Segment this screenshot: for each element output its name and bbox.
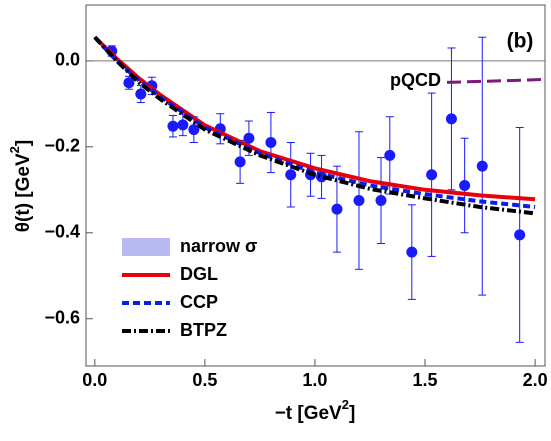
point	[514, 229, 526, 241]
curve	[93, 35, 536, 216]
x-tick-label: 2.0	[523, 370, 548, 390]
point	[426, 169, 438, 181]
annotation: (b)	[507, 30, 534, 53]
data-point	[265, 111, 277, 174]
x-axis-label-end: ]	[349, 403, 355, 424]
plot-frame	[85, 4, 546, 367]
legend-label: CCP	[180, 292, 218, 312]
point	[285, 169, 297, 181]
data-point	[476, 36, 488, 296]
point	[188, 124, 200, 136]
y-tick-label: −0.2	[44, 136, 80, 156]
data-point	[331, 165, 343, 253]
x-axis-label-sup: 2	[342, 397, 349, 412]
data-point	[514, 126, 526, 343]
y-axis-label-end: ]	[13, 140, 34, 146]
point	[243, 132, 255, 144]
point	[265, 137, 277, 149]
point	[406, 246, 418, 258]
x-tick-label: 0.5	[192, 370, 217, 390]
y-tick-label: −0.4	[44, 222, 80, 242]
data-point	[167, 114, 179, 138]
point	[123, 77, 135, 89]
curve-label: pQCD	[390, 70, 441, 90]
y-axis-label-main: θ(t) [GeV	[13, 153, 34, 232]
y-axis-label: θ(t) [GeV2]	[7, 140, 34, 232]
point	[384, 149, 396, 161]
curve	[446, 77, 546, 84]
data-point	[459, 137, 471, 234]
data-point	[445, 47, 457, 191]
point	[459, 180, 471, 191]
point	[167, 120, 179, 132]
point	[353, 195, 365, 207]
x-axis-label-main: −t [GeV	[275, 403, 342, 424]
y-tick-label: −0.6	[44, 307, 80, 327]
y-tick-label: 0.0	[55, 50, 80, 70]
point	[476, 160, 488, 172]
point	[375, 195, 387, 207]
legend-swatch	[122, 238, 170, 256]
x-tick-label: 1.5	[413, 370, 438, 390]
y-axis-label-sup: 2	[7, 146, 22, 153]
point	[445, 113, 457, 125]
legend-label: narrow σ	[180, 236, 257, 256]
data-point	[375, 157, 387, 245]
legend-label: BTPZ	[180, 320, 227, 340]
point	[135, 88, 147, 100]
curve	[93, 35, 536, 209]
data-point	[406, 204, 418, 300]
legend-label: DGL	[180, 264, 218, 284]
x-axis-label: −t [GeV2]	[275, 397, 356, 424]
data-point	[426, 92, 438, 257]
x-tick-label: 0.0	[82, 370, 107, 390]
data-point	[285, 142, 297, 208]
point	[234, 156, 246, 168]
point	[331, 203, 343, 215]
x-tick-label: 1.0	[302, 370, 327, 390]
point	[177, 119, 189, 131]
data-point	[353, 131, 365, 270]
